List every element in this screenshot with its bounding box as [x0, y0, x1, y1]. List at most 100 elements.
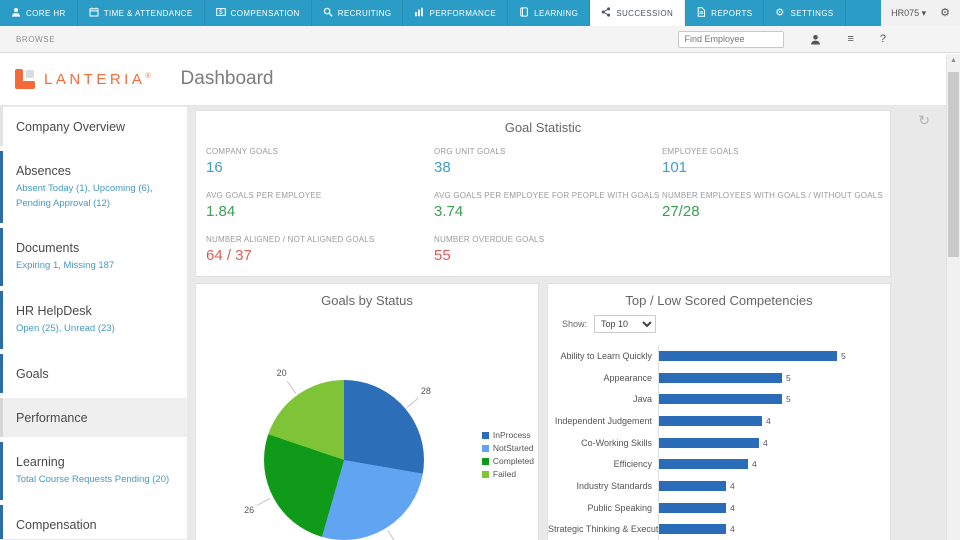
bar-value-label: 4: [752, 459, 757, 470]
bar-value-label: 5: [786, 394, 791, 405]
gear-icon: ⚙: [775, 7, 790, 19]
legend-swatch: [481, 431, 489, 439]
nav-tab-time-attendance[interactable]: TIME & ATTENDANCE: [78, 0, 205, 26]
toolbar-right: ≡ ?: [678, 30, 886, 48]
bar-row: Efficiency 4: [548, 453, 890, 476]
bar[interactable]: [659, 502, 726, 513]
settings-gear-icon[interactable]: ⚙: [940, 6, 950, 19]
metric: AVG GOALS PER EMPLOYEE FOR PEOPLE WITH G…: [434, 191, 662, 220]
sidebar-item-label: Performance: [16, 410, 88, 425]
scrollbar-thumb[interactable]: [948, 72, 959, 257]
sidebar-item-label: Compensation: [16, 517, 97, 532]
find-employee-input[interactable]: [678, 30, 785, 48]
lanteria-logo[interactable]: LANTERIA®: [15, 69, 151, 89]
share-icon: [601, 7, 616, 19]
legend-swatch: [481, 444, 489, 452]
sidebar-item-hr-helpdesk[interactable]: HR HelpDesk Open (25), Unread (23): [0, 291, 187, 349]
metric-value: 55: [434, 247, 451, 264]
bar[interactable]: [659, 350, 837, 361]
sidebar-item-learning[interactable]: Learning Total Course Requests Pending (2…: [0, 441, 187, 500]
help-icon[interactable]: ?: [879, 32, 886, 45]
bar-row: Ability to Learn Quickly 5: [548, 345, 890, 367]
sidebar-item-label: Learning: [16, 454, 65, 469]
bar[interactable]: [659, 480, 726, 491]
vertical-scrollbar[interactable]: ▲: [946, 54, 960, 540]
bar-row: Strategic Thinking & Execution 4: [548, 518, 890, 540]
metric: NUMBER ALIGNED / NOT ALIGNED GOALS 64 / 3…: [206, 235, 434, 264]
sidebar-item-sublinks[interactable]: Absent Today (1), Upcoming (6), Pending …: [16, 183, 153, 209]
scrollbar-up-icon[interactable]: ▲: [950, 57, 957, 64]
bar[interactable]: [659, 372, 782, 383]
pie-chart: 28272620InProcessNotStartedCompletedFail…: [196, 312, 538, 540]
legend-label: Failed: [492, 469, 517, 479]
person-icon[interactable]: [810, 34, 821, 45]
legend-item[interactable]: Failed: [481, 469, 534, 479]
bar-track: 4: [658, 410, 771, 432]
sidebar-item-company-overview[interactable]: Company Overview: [0, 107, 187, 146]
list-icon[interactable]: ≡: [847, 32, 854, 45]
dashboard-content: ↻ Goal Statistic COMPANY GOALS 16 ORG UNIT…: [187, 106, 960, 540]
sidebar-item-performance[interactable]: Performance: [0, 397, 187, 437]
legend-item[interactable]: NotStarted: [481, 443, 534, 453]
show-label: Show:: [562, 319, 588, 329]
nav-tab-performance[interactable]: PERFORMANCE: [403, 0, 509, 26]
sidebar-item-absences[interactable]: Absences Absent Today (1), Upcoming (6), …: [0, 151, 187, 224]
bar-row: Appearance 5: [548, 366, 890, 389]
nav-tab-learning[interactable]: LEARNING: [508, 0, 591, 26]
metric: NUMBER OVERDUE GOALS 55: [434, 235, 662, 264]
bar[interactable]: [659, 394, 782, 405]
nav-tab-core-hr[interactable]: CORE HR: [0, 0, 78, 26]
user-menu[interactable]: HR075 ▾: [891, 7, 927, 18]
pie-callout-line: [256, 498, 271, 507]
nav-tab-succession[interactable]: SUCCESSION: [590, 0, 686, 26]
nav-tab-reports[interactable]: REPORTS: [685, 0, 765, 26]
bar-category-label: Appearance: [603, 372, 652, 383]
legend-label: InProcess: [492, 430, 531, 440]
bar[interactable]: [659, 459, 748, 470]
bar-value-label: 4: [730, 524, 735, 535]
bar-value-label: 5: [841, 350, 846, 361]
sidebar-item-sublinks[interactable]: Open (25), Unread (23): [16, 323, 115, 335]
top-navigation: CORE HR TIME & ATTENDANCE $ COMPENSATION REC…: [0, 0, 960, 26]
metric-value: 3.74: [434, 203, 464, 220]
metric-label: NUMBER ALIGNED / NOT ALIGNED GOALS: [206, 235, 375, 244]
metric-label: AVG GOALS PER EMPLOYEE: [206, 191, 322, 200]
legend-label: Completed: [492, 456, 534, 466]
bar-category-label: Co-Working Skills: [581, 437, 652, 448]
sidebar-item-sublinks[interactable]: Total Course Requests Pending (20): [16, 473, 170, 485]
nav-tab-compensation[interactable]: $ COMPENSATION: [205, 0, 312, 26]
sidebar-item-compensation[interactable]: Compensation: [0, 504, 187, 539]
competencies-title: Top / Low Scored Competencies: [625, 293, 813, 308]
bar-value-label: 4: [730, 480, 735, 491]
svg-text:⚙: ⚙: [776, 8, 785, 17]
bar[interactable]: [659, 437, 759, 448]
metric-label: NUMBER OVERDUE GOALS: [434, 235, 545, 244]
show-filter-row: Show: Top 10: [562, 315, 890, 333]
nav-tab-settings[interactable]: ⚙ SETTINGS: [764, 0, 846, 26]
legend-swatch: [481, 457, 489, 465]
nav-tab-recruiting[interactable]: RECRUITING: [312, 0, 404, 26]
competencies-panel: Top / Low Scored Competencies Show: Top …: [547, 283, 891, 540]
sidebar-item-goals[interactable]: Goals: [0, 353, 187, 393]
legend-label: NotStarted: [492, 443, 534, 453]
sidebar-item-label: Documents: [16, 241, 80, 256]
show-select[interactable]: Top 10: [594, 315, 657, 333]
legend-item[interactable]: Completed: [481, 456, 534, 466]
bar-track: 4: [658, 431, 768, 454]
sidebar-item-documents[interactable]: Documents Expiring 1, Missing 187: [0, 228, 187, 287]
bar-category-label: Strategic Thinking & Execution: [548, 524, 671, 535]
bar-category-label: Efficiency: [613, 459, 652, 470]
metric: NUMBER EMPLOYEES WITH GOALS / WITHOUT GO…: [662, 191, 890, 220]
browse-tab[interactable]: BROWSE: [16, 34, 56, 44]
sidebar-item-label: Absences: [16, 164, 71, 178]
bar-row: Java 5: [548, 388, 890, 411]
bar[interactable]: [659, 415, 762, 426]
bar-category-label: Industry Standards: [576, 480, 652, 491]
legend-item[interactable]: InProcess: [481, 430, 534, 440]
refresh-icon[interactable]: ↻: [918, 112, 930, 128]
metric-label: NUMBER EMPLOYEES WITH GOALS / WITHOUT GO…: [662, 191, 883, 200]
bar[interactable]: [659, 524, 726, 535]
sidebar-item-sublinks[interactable]: Expiring 1, Missing 187: [16, 260, 115, 272]
pie[interactable]: [264, 380, 424, 540]
search-icon: [323, 7, 338, 19]
